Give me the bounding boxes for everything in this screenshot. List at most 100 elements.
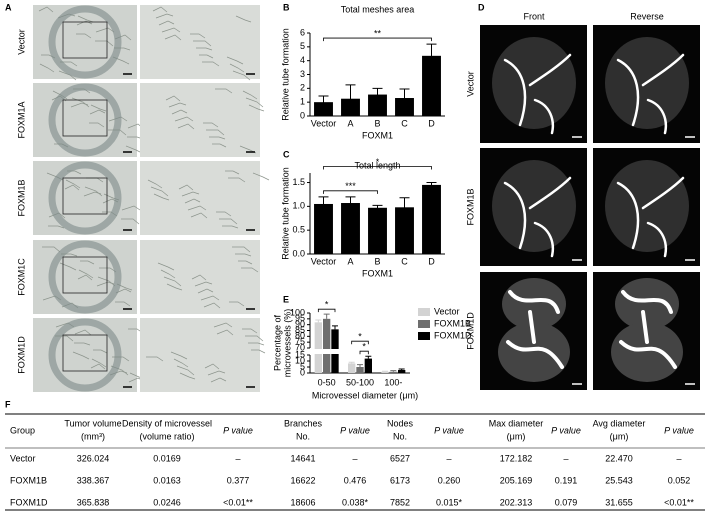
vessel-texture [60, 61, 78, 67]
vessel-cast [503, 176, 572, 258]
x-tick-label: A [347, 118, 353, 128]
vessel-texture [202, 61, 220, 67]
error-bar [345, 84, 356, 113]
bar [422, 55, 441, 116]
vessel-texture [165, 95, 181, 102]
x-tick-label: 100- [384, 377, 402, 387]
vessel-texture [190, 212, 208, 219]
vessel-texture [78, 269, 94, 279]
vessel-texture [97, 276, 116, 287]
significance-label: *** [345, 181, 356, 191]
x-tick-label: Vector [311, 256, 337, 266]
bar [398, 370, 406, 373]
vessel-texture [232, 246, 251, 253]
significance-bracket [323, 166, 432, 170]
table-cell: 25.543 [605, 475, 633, 485]
table-cell: 14641 [290, 453, 315, 463]
error-bar [382, 370, 388, 372]
vessel-cast [619, 290, 677, 369]
vessel-texture [95, 27, 115, 33]
y-tick-label: 1.0 [292, 201, 305, 211]
table-header: Tumor volume [64, 418, 121, 428]
vessel-texture [153, 193, 170, 201]
error-bar [357, 364, 363, 367]
vessel-texture [160, 269, 176, 279]
table-header: P value [223, 425, 253, 435]
table-cell: 0.052 [668, 475, 691, 485]
vessel-texture [166, 283, 183, 291]
vessel-texture [200, 295, 220, 301]
vessel-texture [115, 301, 131, 307]
zoom-box [62, 177, 108, 215]
error-bar [426, 182, 437, 188]
vessel-texture [241, 267, 259, 273]
y-tick-label: 0.0 [292, 248, 305, 258]
vessel-texture [121, 218, 140, 225]
vessel-texture [216, 211, 232, 217]
well-ring [48, 240, 122, 314]
significance-bracket [317, 308, 336, 313]
vessel-texture [177, 123, 195, 130]
bar [348, 363, 356, 373]
row-label: FOXM1A [16, 101, 26, 138]
vessel-texture [225, 170, 240, 175]
vessel-texture [76, 33, 92, 39]
vessel-cast [616, 176, 685, 258]
bar [368, 94, 387, 116]
vessel-texture [219, 218, 238, 225]
vessel-texture [171, 109, 188, 115]
table-header: Branches [284, 418, 323, 428]
vessel-texture [146, 356, 164, 362]
well-ring [48, 83, 122, 157]
vessel-texture [207, 370, 226, 376]
vessel-texture [74, 342, 91, 346]
vessel-texture [161, 27, 181, 33]
row-label: Vector [465, 71, 475, 97]
error-bar [323, 313, 330, 319]
panel-letter: E [283, 294, 289, 304]
vessel-texture [181, 191, 200, 197]
tumor-body [611, 322, 683, 382]
legend-label: FOXM1D [434, 330, 472, 340]
vessel-texture [229, 301, 245, 307]
row-label: FOXM1B [465, 188, 475, 225]
well-ring [48, 5, 122, 79]
vessel-texture [93, 349, 108, 354]
table-header: Max diameter [489, 418, 544, 428]
error-bar [372, 204, 383, 211]
x-tick-label: Vector [311, 118, 337, 128]
vessel-texture [210, 377, 227, 383]
bar [323, 318, 331, 373]
vessel-texture [163, 276, 182, 287]
vessel-texture [193, 40, 212, 47]
vessel-texture [157, 262, 175, 271]
vessel-texture [203, 122, 219, 128]
zoom-box [62, 256, 108, 294]
x-axis-label: FOXM1 [362, 268, 393, 278]
micrograph [140, 161, 260, 235]
vessel-texture [248, 342, 265, 346]
table-cell: 31.655 [605, 497, 633, 507]
zoom-box [62, 334, 108, 372]
vessel-texture [178, 184, 194, 191]
x-axis-label: Microvessel diameter (μm) [312, 390, 418, 400]
micrograph [140, 5, 260, 79]
y-tick-label: 80 [295, 331, 305, 341]
tumor-body [502, 278, 566, 330]
vessel-texture [65, 179, 81, 189]
significance-bracket [359, 350, 369, 355]
vessel-texture [48, 225, 65, 229]
significance-bracket [351, 340, 369, 345]
zoom-box [62, 21, 108, 59]
table-header: P value [551, 425, 581, 435]
vessel-texture [196, 47, 213, 51]
table-cell: 0.476 [344, 475, 367, 485]
vessel-texture [155, 13, 174, 19]
vessel-texture [235, 15, 252, 23]
vessel-texture [77, 15, 94, 23]
y-tick-label: 6 [300, 27, 305, 37]
vessel-texture [184, 198, 201, 204]
tumor-body [615, 278, 679, 330]
table-header: Avg diameter [593, 418, 646, 428]
chart-title: Total meshes area [341, 4, 415, 14]
